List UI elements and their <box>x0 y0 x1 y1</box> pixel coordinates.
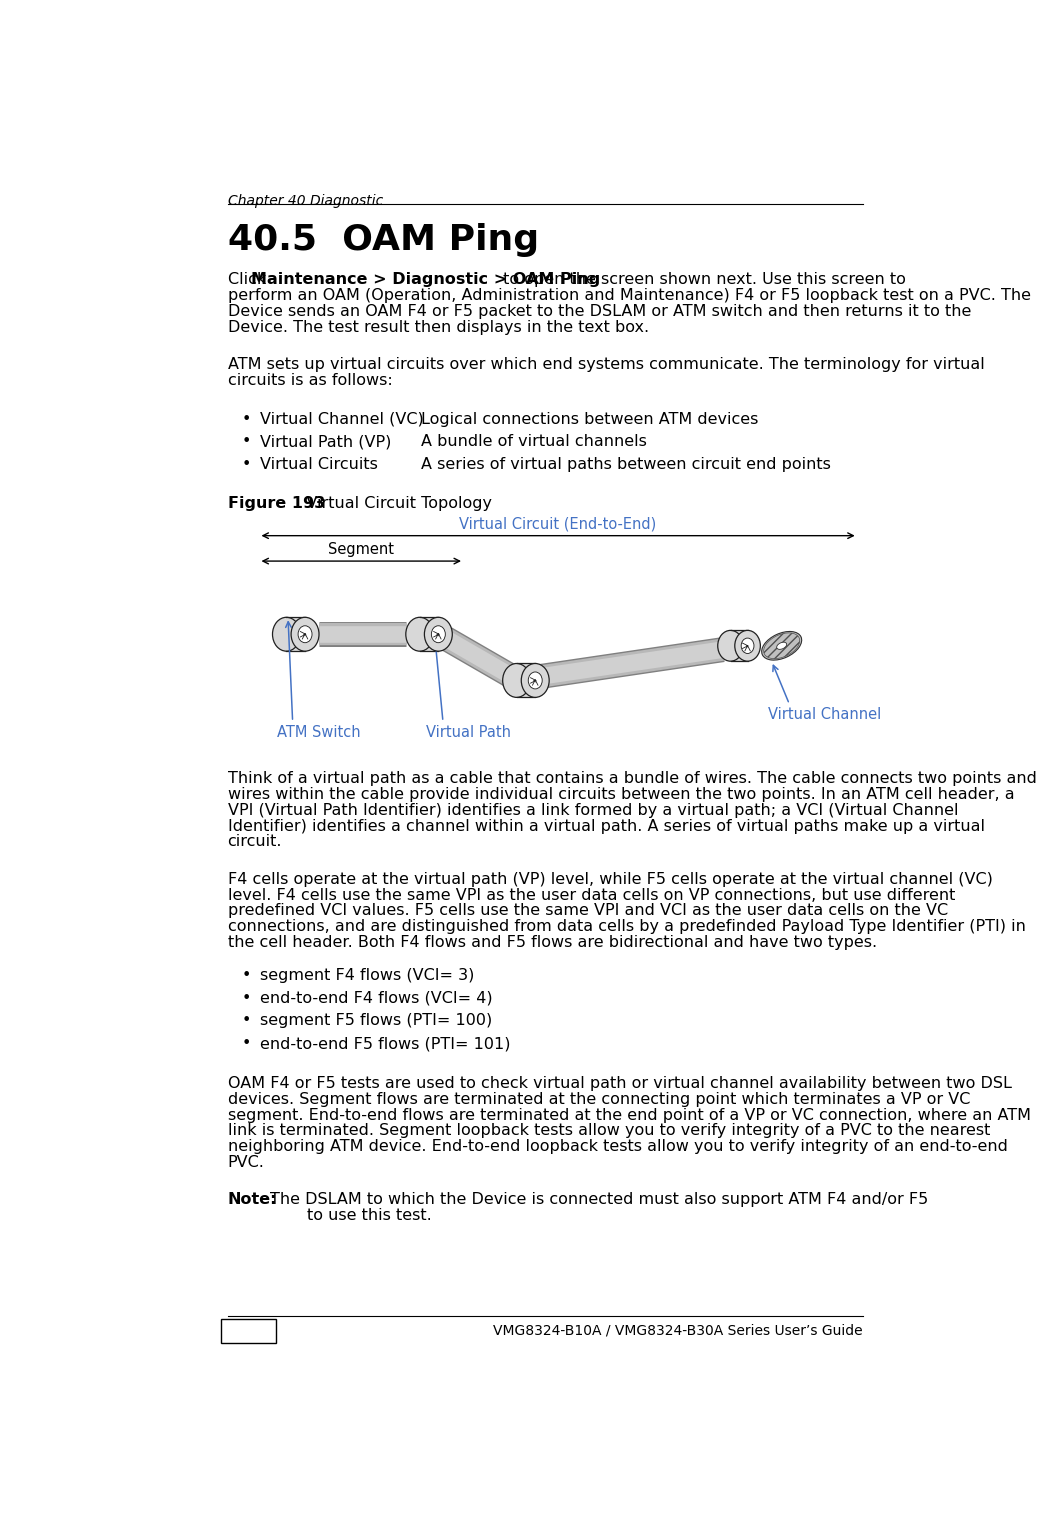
Text: •: • <box>242 434 251 450</box>
Text: neighboring ATM device. End-to-end loopback tests allow you to verify integrity : neighboring ATM device. End-to-end loopb… <box>228 1140 1008 1154</box>
Text: •: • <box>242 968 251 983</box>
Text: Segment: Segment <box>328 543 395 558</box>
Bar <box>517 663 535 698</box>
Text: end-to-end F5 flows (PTI= 101): end-to-end F5 flows (PTI= 101) <box>260 1036 511 1052</box>
Text: ATM sets up virtual circuits over which end systems communicate. The terminology: ATM sets up virtual circuits over which … <box>228 357 984 372</box>
Text: Virtual Path (VP): Virtual Path (VP) <box>260 434 392 450</box>
Text: Virtual Channel (VC): Virtual Channel (VC) <box>260 411 423 427</box>
Ellipse shape <box>521 663 549 698</box>
Text: Device. The test result then displays in the text box.: Device. The test result then displays in… <box>228 320 649 335</box>
Text: 40.5  OAM Ping: 40.5 OAM Ping <box>228 223 538 258</box>
Text: Virtual Circuit (End-to-End): Virtual Circuit (End-to-End) <box>460 517 656 532</box>
Text: Figure 193: Figure 193 <box>228 495 325 511</box>
Text: Identifier) identifies a channel within a virtual path. A series of virtual path: Identifier) identifies a channel within … <box>228 818 984 834</box>
Text: OAM F4 or F5 tests are used to check virtual path or virtual channel availabilit: OAM F4 or F5 tests are used to check vir… <box>228 1076 1012 1091</box>
Text: •: • <box>242 1036 251 1052</box>
Ellipse shape <box>718 631 744 661</box>
Text: segment F4 flows (VCI= 3): segment F4 flows (VCI= 3) <box>260 968 475 983</box>
Ellipse shape <box>528 672 543 689</box>
Ellipse shape <box>431 626 446 643</box>
Text: F4 cells operate at the virtual path (VP) level, while F5 cells operate at the v: F4 cells operate at the virtual path (VP… <box>228 872 993 887</box>
Text: 320: 320 <box>228 1321 269 1341</box>
Text: Think of a virtual path as a cable that contains a bundle of wires. The cable co: Think of a virtual path as a cable that … <box>228 771 1036 786</box>
Text: Virtual Circuit Topology: Virtual Circuit Topology <box>292 495 492 511</box>
Text: circuits is as follows:: circuits is as follows: <box>228 373 393 387</box>
Ellipse shape <box>298 626 312 643</box>
Text: to open the screen shown next. Use this screen to: to open the screen shown next. Use this … <box>498 273 905 287</box>
Text: wires within the cable provide individual circuits between the two points. In an: wires within the cable provide individua… <box>228 786 1014 802</box>
Text: predefined VCI values. F5 cells use the same VPI and VCI as the user data cells : predefined VCI values. F5 cells use the … <box>228 904 948 919</box>
Text: to use this test.: to use this test. <box>307 1209 432 1224</box>
Text: segment F5 flows (PTI= 100): segment F5 flows (PTI= 100) <box>260 1013 493 1029</box>
Text: Chapter 40 Diagnostic: Chapter 40 Diagnostic <box>228 194 383 207</box>
Ellipse shape <box>272 617 300 651</box>
Text: level. F4 cells use the same VPI as the user data cells on VP connections, but u: level. F4 cells use the same VPI as the … <box>228 887 954 902</box>
Text: Note:: Note: <box>228 1192 277 1207</box>
Text: The DSLAM to which the Device is connected must also support ATM F4 and/or F5: The DSLAM to which the Device is connect… <box>270 1192 929 1207</box>
FancyBboxPatch shape <box>221 1320 276 1343</box>
Text: •: • <box>242 1013 251 1029</box>
Text: Logical connections between ATM devices: Logical connections between ATM devices <box>421 411 759 427</box>
Text: link is terminated. Segment loopback tests allow you to verify integrity of a PV: link is terminated. Segment loopback tes… <box>228 1123 990 1138</box>
Ellipse shape <box>762 631 801 660</box>
Text: A bundle of virtual channels: A bundle of virtual channels <box>421 434 647 450</box>
Text: Maintenance > Diagnostic > OAM Ping: Maintenance > Diagnostic > OAM Ping <box>251 273 600 287</box>
Text: circuit.: circuit. <box>228 835 282 849</box>
Text: perform an OAM (Operation, Administration and Maintenance) F4 or F5 loopback tes: perform an OAM (Operation, Administratio… <box>228 288 1031 303</box>
Text: ATM Switch: ATM Switch <box>277 725 361 741</box>
Text: •: • <box>242 457 251 472</box>
Text: Virtual Circuits: Virtual Circuits <box>260 457 378 472</box>
Text: •: • <box>242 991 251 1006</box>
Bar <box>731 631 748 661</box>
Text: VMG8324-B10A / VMG8324-B30A Series User’s Guide: VMG8324-B10A / VMG8324-B30A Series User’… <box>494 1324 863 1338</box>
Ellipse shape <box>742 639 754 654</box>
Text: connections, and are distinguished from data cells by a predefinded Payload Type: connections, and are distinguished from … <box>228 919 1026 934</box>
Text: PVC.: PVC. <box>228 1155 265 1170</box>
Ellipse shape <box>502 663 531 698</box>
Ellipse shape <box>405 617 434 651</box>
Ellipse shape <box>777 642 786 649</box>
Ellipse shape <box>735 631 761 661</box>
Text: Virtual Path: Virtual Path <box>426 725 511 741</box>
Text: VPI (Virtual Path Identifier) identifies a link formed by a virtual path; a VCI : VPI (Virtual Path Identifier) identifies… <box>228 803 958 818</box>
Ellipse shape <box>292 617 319 651</box>
Ellipse shape <box>425 617 452 651</box>
Text: devices. Segment flows are terminated at the connecting point which terminates a: devices. Segment flows are terminated at… <box>228 1091 970 1106</box>
Text: •: • <box>242 411 251 427</box>
Text: Click: Click <box>228 273 271 287</box>
Text: segment. End-to-end flows are terminated at the end point of a VP or VC connecti: segment. End-to-end flows are terminated… <box>228 1108 1031 1123</box>
Bar <box>420 617 438 651</box>
Bar <box>286 617 305 651</box>
Text: A series of virtual paths between circuit end points: A series of virtual paths between circui… <box>421 457 831 472</box>
Text: the cell header. Both F4 flows and F5 flows are bidirectional and have two types: the cell header. Both F4 flows and F5 fl… <box>228 934 877 949</box>
Text: end-to-end F4 flows (VCI= 4): end-to-end F4 flows (VCI= 4) <box>260 991 493 1006</box>
Text: Virtual Channel: Virtual Channel <box>768 707 881 722</box>
Text: Device sends an OAM F4 or F5 packet to the DSLAM or ATM switch and then returns : Device sends an OAM F4 or F5 packet to t… <box>228 303 971 319</box>
